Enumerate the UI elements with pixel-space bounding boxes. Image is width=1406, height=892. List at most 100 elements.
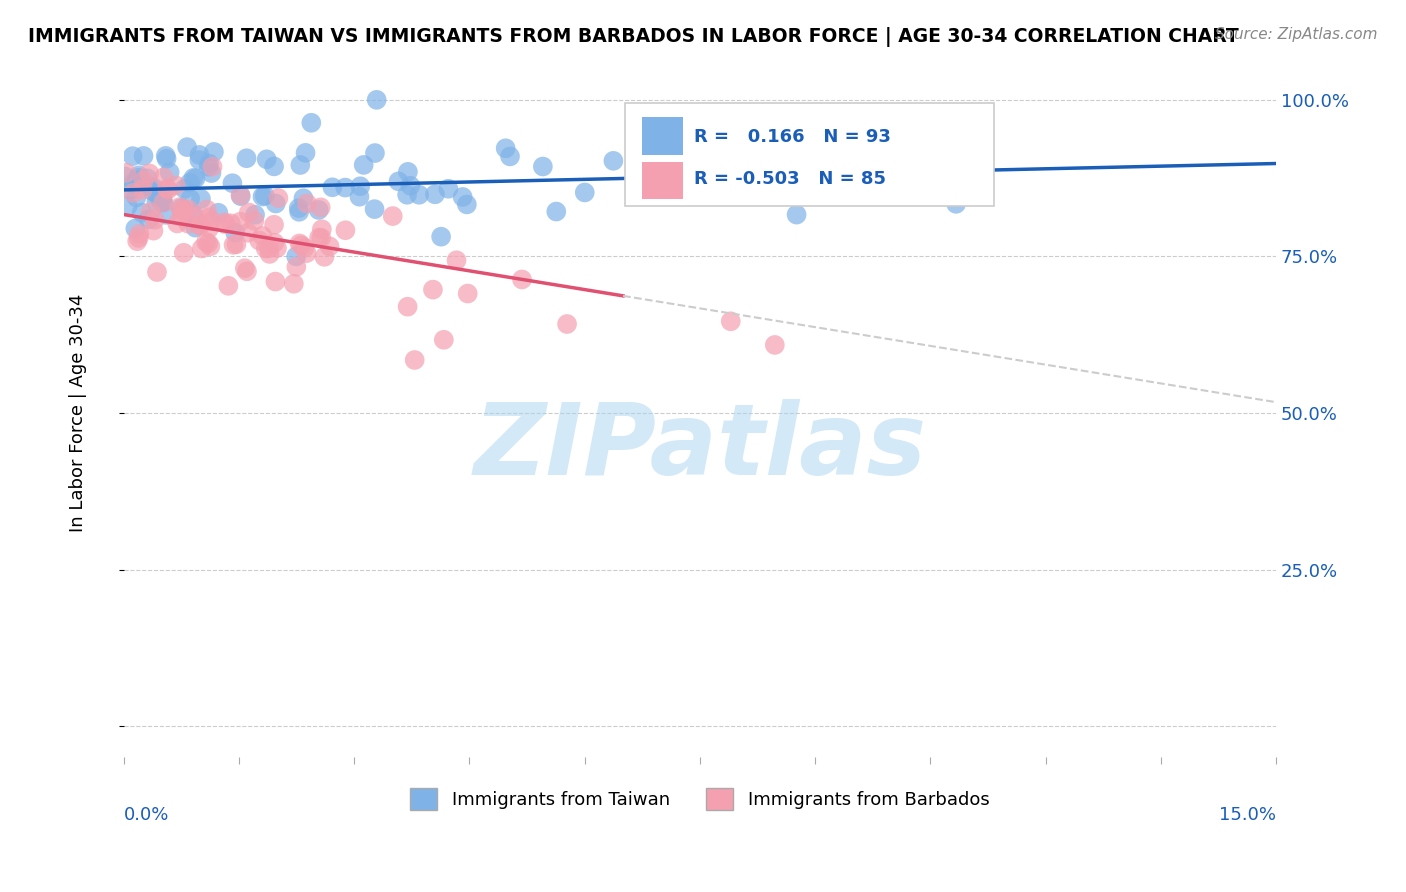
taiwan xyxy=(155,208,177,222)
barbados xyxy=(422,283,444,297)
barbados xyxy=(225,237,247,252)
FancyBboxPatch shape xyxy=(626,103,994,206)
barbados xyxy=(290,238,312,252)
taiwan xyxy=(197,160,219,174)
Text: 0.0%: 0.0% xyxy=(124,805,169,823)
barbados xyxy=(177,217,200,231)
barbados xyxy=(152,195,174,210)
taiwan xyxy=(299,116,322,130)
taiwan xyxy=(124,221,146,235)
taiwan xyxy=(264,196,287,211)
barbados xyxy=(156,181,179,195)
barbados xyxy=(318,239,340,253)
taiwan xyxy=(150,190,173,204)
taiwan xyxy=(256,153,278,167)
barbados xyxy=(214,217,236,231)
barbados xyxy=(139,205,162,219)
barbados xyxy=(229,188,252,202)
Text: R =   0.166   N = 93: R = 0.166 N = 93 xyxy=(695,128,891,146)
taiwan xyxy=(437,182,460,196)
taiwan xyxy=(290,158,312,172)
taiwan xyxy=(783,161,806,175)
taiwan xyxy=(531,160,554,174)
barbados xyxy=(127,234,149,248)
barbados xyxy=(195,202,218,217)
taiwan xyxy=(121,149,143,163)
taiwan xyxy=(149,192,172,206)
barbados xyxy=(295,246,318,260)
Text: In Labor Force | Age 30-34: In Labor Force | Age 30-34 xyxy=(69,293,87,533)
barbados xyxy=(266,241,288,255)
taiwan xyxy=(759,164,782,178)
FancyBboxPatch shape xyxy=(643,161,682,200)
barbados xyxy=(404,353,426,368)
taiwan xyxy=(364,146,387,161)
barbados xyxy=(200,239,222,253)
barbados xyxy=(115,166,138,180)
barbados xyxy=(229,215,252,229)
taiwan xyxy=(456,197,478,211)
barbados xyxy=(263,235,285,250)
barbados xyxy=(201,160,224,174)
taiwan xyxy=(396,165,419,179)
barbados xyxy=(295,196,318,211)
taiwan xyxy=(263,160,285,174)
barbados xyxy=(173,245,195,260)
taiwan xyxy=(155,149,177,163)
barbados xyxy=(396,300,419,314)
taiwan xyxy=(179,176,201,190)
taiwan xyxy=(683,176,706,190)
taiwan xyxy=(142,185,165,199)
barbados xyxy=(122,186,145,200)
taiwan xyxy=(207,205,229,219)
barbados xyxy=(238,205,260,219)
barbados xyxy=(138,166,160,180)
barbados xyxy=(288,236,311,251)
taiwan xyxy=(136,171,159,186)
taiwan xyxy=(786,208,808,222)
barbados xyxy=(222,238,245,252)
barbados xyxy=(381,209,404,223)
barbados xyxy=(236,226,259,240)
taiwan xyxy=(399,178,422,193)
barbados xyxy=(335,223,357,237)
barbados xyxy=(188,219,211,233)
barbados xyxy=(257,241,280,255)
barbados xyxy=(243,213,266,227)
barbados xyxy=(198,221,221,235)
barbados xyxy=(146,265,169,279)
barbados xyxy=(214,215,236,229)
taiwan xyxy=(145,194,167,209)
barbados xyxy=(264,275,287,289)
Text: 15.0%: 15.0% xyxy=(1219,805,1277,823)
barbados xyxy=(555,317,578,331)
taiwan xyxy=(202,145,225,159)
barbados xyxy=(285,260,308,274)
taiwan xyxy=(152,195,174,210)
barbados xyxy=(252,228,274,243)
Text: ZIPatlas: ZIPatlas xyxy=(474,399,927,496)
taiwan xyxy=(408,187,430,202)
barbados xyxy=(166,216,188,230)
taiwan xyxy=(159,165,181,179)
taiwan xyxy=(495,141,517,155)
taiwan xyxy=(114,169,136,184)
barbados xyxy=(309,200,332,214)
taiwan xyxy=(200,166,222,180)
barbados xyxy=(263,218,285,232)
barbados xyxy=(128,227,150,241)
barbados xyxy=(195,235,218,249)
taiwan xyxy=(155,152,177,166)
taiwan xyxy=(229,189,252,203)
taiwan xyxy=(145,186,167,201)
taiwan xyxy=(366,93,388,107)
taiwan xyxy=(285,249,308,263)
barbados xyxy=(191,242,214,256)
barbados xyxy=(198,211,221,225)
taiwan xyxy=(183,208,205,222)
taiwan xyxy=(221,176,243,190)
barbados xyxy=(308,230,330,244)
barbados xyxy=(217,278,239,293)
barbados xyxy=(457,286,479,301)
taiwan xyxy=(190,192,212,206)
